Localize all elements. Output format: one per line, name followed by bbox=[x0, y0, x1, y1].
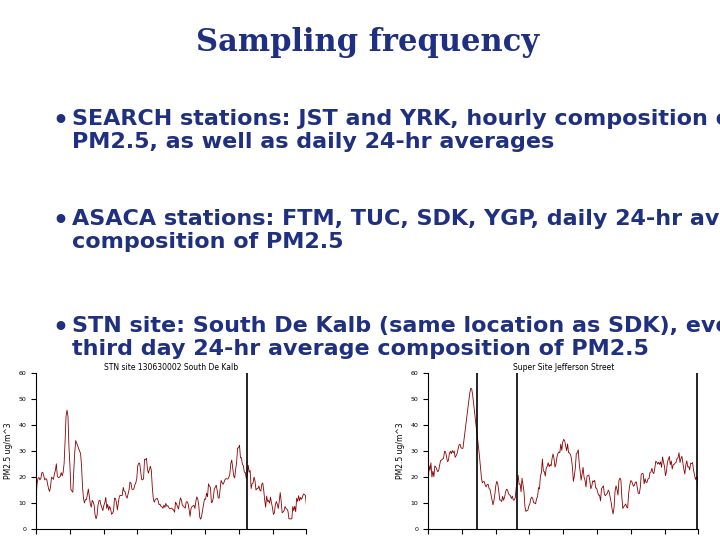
Text: •: • bbox=[53, 315, 68, 340]
Text: Sampling frequency: Sampling frequency bbox=[196, 26, 539, 58]
Text: SEARCH stations: JST and YRK, hourly composition of
PM2.5, as well as daily 24-h: SEARCH stations: JST and YRK, hourly com… bbox=[73, 109, 720, 152]
Text: ASACA stations: FTM, TUC, SDK, YGP, daily 24-hr average
composition of PM2.5: ASACA stations: FTM, TUC, SDK, YGP, dail… bbox=[73, 209, 720, 252]
Y-axis label: PM2.5 ug/m^3: PM2.5 ug/m^3 bbox=[4, 423, 13, 480]
Y-axis label: PM2.5 ug/m^3: PM2.5 ug/m^3 bbox=[396, 423, 405, 480]
Title: Super Site Jefferson Street: Super Site Jefferson Street bbox=[513, 363, 614, 372]
Text: •: • bbox=[53, 209, 68, 233]
Text: STN site: South De Kalb (same location as SDK), every
third day 24-hr average co: STN site: South De Kalb (same location a… bbox=[73, 315, 720, 359]
Text: •: • bbox=[53, 109, 68, 133]
Title: STN site 130630002 South De Kalb: STN site 130630002 South De Kalb bbox=[104, 363, 238, 372]
